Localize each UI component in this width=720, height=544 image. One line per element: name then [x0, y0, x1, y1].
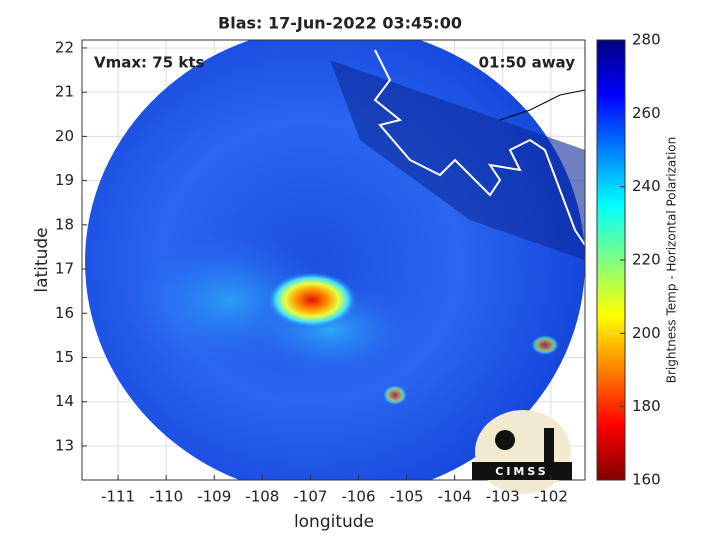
colorbar-tick-label: 260: [632, 104, 661, 122]
x-tick-label: -103: [486, 488, 520, 506]
x-tick-label: -110: [149, 488, 183, 506]
core: [267, 272, 357, 328]
x-axis-label: longitude: [294, 512, 374, 532]
x-tick-label: -104: [438, 488, 472, 506]
coastline: [373, 49, 585, 246]
y-tick-label: 22: [55, 38, 74, 56]
colorbar-label: Brightness Temp - Horizontal Polarizatio…: [665, 137, 679, 384]
plot-frame: [81, 39, 586, 481]
x-tick-label: -108: [245, 488, 279, 506]
y-axis-label: latitude: [32, 227, 52, 292]
y-tick-label: 15: [55, 348, 74, 366]
annotation: 01:50 away: [479, 54, 576, 72]
y-tick-label: 18: [55, 215, 74, 233]
x-tick-label: -109: [197, 488, 231, 506]
border: [499, 89, 585, 121]
colorbar-tick-label: 220: [632, 251, 661, 269]
logo-dish: [495, 430, 515, 450]
colorbar-tick-label: 280: [632, 31, 661, 49]
cell: [531, 335, 559, 355]
logo-bar: [472, 462, 572, 480]
dark-region: [330, 60, 585, 260]
chart-title: Blas: 17-Jun-2022 03:45:00: [218, 14, 462, 33]
y-tick-label: 21: [55, 83, 74, 101]
y-tick-label: 13: [55, 436, 74, 454]
x-tick-label: -102: [534, 488, 568, 506]
x-tick-label: -107: [293, 488, 327, 506]
logo-text: CIMSS: [495, 465, 548, 478]
colorbar-tick-label: 180: [632, 397, 661, 415]
y-tick-label: 20: [55, 127, 74, 145]
logo-tower: [544, 428, 554, 462]
cell: [383, 385, 407, 405]
logo: CIMSS: [472, 410, 572, 494]
x-tick-label: -106: [341, 488, 375, 506]
y-tick-label: 17: [55, 260, 74, 278]
annotation: Vmax: 75 kts: [94, 54, 204, 72]
x-tick-label: -111: [101, 488, 135, 506]
x-tick-label: -105: [390, 488, 424, 506]
colorbar-tick-label: 200: [632, 324, 661, 342]
y-tick-label: 19: [55, 171, 74, 189]
satellite-image: [85, 40, 585, 480]
logo-disc: [475, 410, 571, 494]
y-tick-label: 14: [55, 392, 74, 410]
colorbar-tick-label: 160: [632, 471, 661, 489]
y-tick-label: 16: [55, 304, 74, 322]
colorbar-tick-label: 240: [632, 177, 661, 195]
